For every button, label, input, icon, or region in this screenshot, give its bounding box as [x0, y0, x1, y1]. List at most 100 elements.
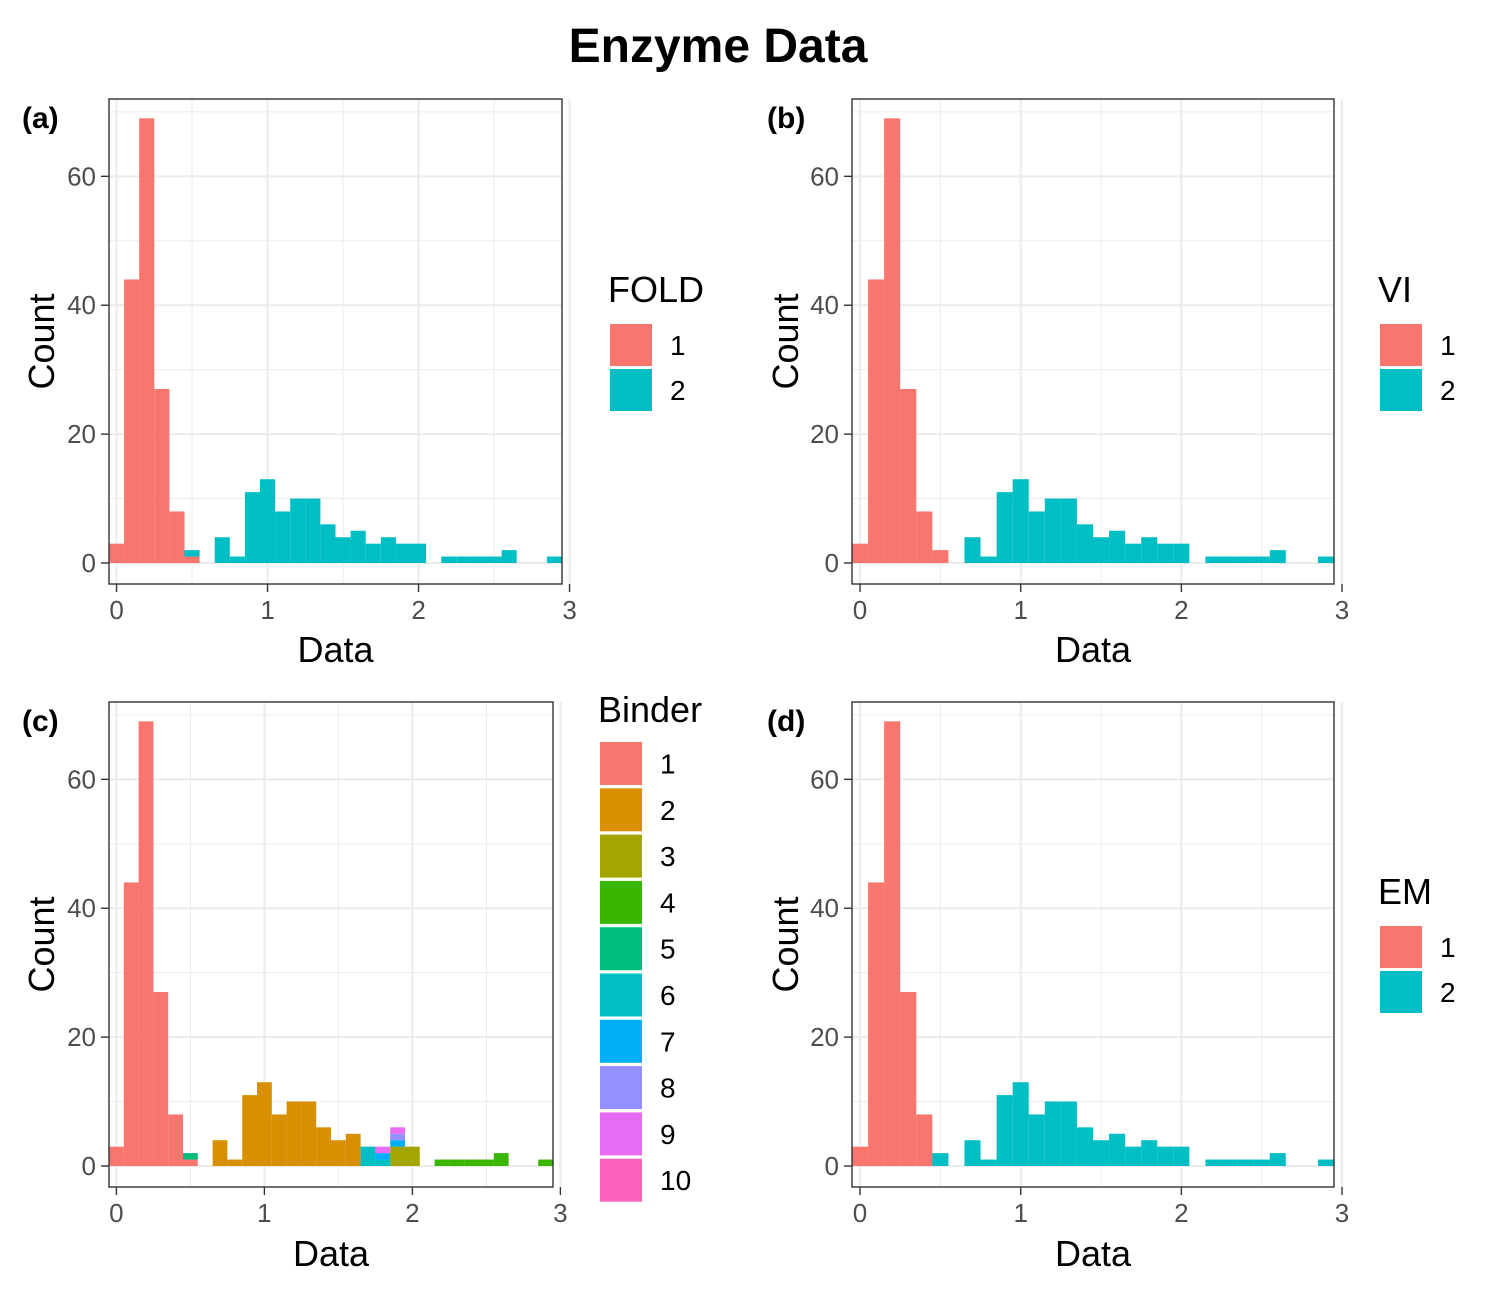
bar-series-2-bin-24: [1237, 1159, 1254, 1166]
x-tick-label: 1: [257, 1198, 271, 1228]
plot-background: [852, 99, 1334, 584]
y-tick-label: 40: [67, 893, 96, 923]
bar-series-1-bin-3: [153, 992, 169, 1166]
bar-series-2-bin-9: [996, 1095, 1013, 1166]
x-tick-label: 2: [411, 595, 425, 625]
bar-series-1-bin-2: [138, 721, 154, 1166]
bar-series-2-bin-20: [1173, 543, 1190, 563]
y-tick-label: 20: [810, 419, 839, 449]
legend-label-3: 3: [660, 841, 676, 872]
plot-background: [109, 702, 553, 1187]
x-axis-title: Data: [293, 1233, 370, 1274]
bar-series-2-bin-18: [380, 537, 396, 563]
y-tick-label: 60: [810, 161, 839, 191]
bar-series-2-bin-7: [214, 537, 230, 563]
bar-series-2-bin-12: [286, 1101, 302, 1166]
x-tick-label: 2: [1174, 595, 1188, 625]
x-axis-title: Data: [297, 629, 374, 670]
bar-series-1-bin-1: [123, 882, 139, 1166]
legend-key-5: [600, 927, 642, 971]
plot-border: [851, 98, 1335, 585]
panel-tag: (a): [22, 102, 59, 135]
y-tick-label: 20: [810, 1022, 839, 1052]
bar-series-7-bin-18: [375, 1153, 391, 1160]
legend-label-2: 2: [660, 795, 676, 826]
bar-series-2-bin-22: [1205, 1159, 1222, 1166]
bar-series-2-bin-10: [260, 479, 276, 563]
bar-series-1-bin-2: [884, 721, 901, 1166]
x-axis-title: Data: [1055, 629, 1132, 670]
plot-border: [851, 701, 1335, 1188]
bar-series-4-bin-24: [464, 1159, 479, 1166]
bar-series-6-bin-17: [360, 1146, 376, 1166]
y-tick-label: 60: [810, 764, 839, 794]
legend-key-1: [1380, 926, 1422, 968]
legend-key-8: [600, 1066, 642, 1110]
bar-series-2-bin-29: [546, 556, 562, 563]
bar-series-4-bin-26: [493, 1153, 509, 1166]
bar-series-2-bin-16: [1109, 1133, 1126, 1166]
plot-background: [109, 99, 562, 584]
bar-series-1-bin-5: [932, 550, 949, 563]
legend-label-1: 1: [1440, 932, 1456, 963]
x-tick-label: 3: [1335, 1198, 1349, 1228]
y-tick-label: 20: [67, 419, 96, 449]
bar-series-2-bin-20: [411, 543, 427, 563]
bar-series-1-bin-5: [184, 556, 200, 563]
bar-series-2-bin-29: [1317, 556, 1334, 563]
bar-series-2-bin-11: [1028, 1114, 1045, 1166]
bar-series-2-bin-24: [1237, 556, 1254, 563]
x-tick-label: 1: [260, 595, 274, 625]
bar-series-3-bin-19: [390, 1146, 405, 1166]
legend-title: FOLD: [608, 269, 704, 310]
legend-label-1: 1: [1440, 330, 1456, 361]
bar-series-2-bin-9: [242, 1095, 257, 1166]
legend-key-10: [600, 1158, 642, 1202]
legend-label-1: 1: [670, 330, 686, 361]
bar-series-2-bin-10: [1012, 1082, 1029, 1166]
bar-series-1-bin-0: [852, 543, 869, 563]
y-tick-label: 40: [810, 893, 839, 923]
bar-series-1-bin-1: [868, 882, 885, 1166]
bar-series-2-bin-15: [1093, 1140, 1110, 1166]
bar-series-2-bin-15: [335, 537, 351, 563]
x-tick-label: 1: [1013, 595, 1027, 625]
bar-series-1-bin-0: [109, 543, 125, 563]
bar-series-1-bin-1: [868, 279, 885, 563]
y-axis-title: Count: [21, 896, 62, 992]
bar-series-2-bin-23: [1221, 556, 1238, 563]
legend-key-1: [610, 324, 652, 366]
bar-series-2-bin-11: [271, 1114, 287, 1166]
figure-title: Enzyme Data: [569, 20, 868, 73]
legend: Binder 1 2 3 4 5 6 7 8 9 10: [598, 689, 702, 1202]
bar-series-2-bin-26: [501, 550, 517, 563]
bar-series-2-bin-19: [1157, 1146, 1174, 1166]
bar-series-1-bin-2: [884, 118, 901, 563]
x-tick-label: 2: [1174, 1198, 1188, 1228]
bar-series-2-bin-10: [1012, 479, 1029, 563]
bar-series-2-bin-12: [290, 498, 306, 563]
bar-series-1-bin-0: [852, 1146, 869, 1166]
panel-tag: (b): [767, 102, 805, 135]
bar-series-2-bin-25: [1253, 556, 1270, 563]
bar-series-2-bin-23: [1221, 1159, 1238, 1166]
panel-1: 0 20 40 60 0 1 2 3 Data Count (b) VI 1 2: [765, 98, 1456, 670]
bar-series-1-bin-3: [900, 992, 917, 1166]
legend-key-2: [600, 788, 642, 832]
bar-series-2-bin-7: [964, 1140, 981, 1166]
bar-series-2-bin-9: [244, 492, 260, 563]
bar-series-2-bin-10: [257, 1082, 272, 1166]
bar-series-4-bin-23: [449, 1159, 465, 1166]
bar-series-1-bin-0: [109, 1146, 124, 1166]
x-tick-label: 0: [853, 595, 867, 625]
legend-key-3: [600, 834, 642, 878]
legend-key-6: [600, 973, 642, 1017]
legend-label-2: 2: [1440, 977, 1456, 1008]
bar-series-2-bin-17: [365, 543, 381, 563]
bar-series-2-bin-17: [1125, 1146, 1142, 1166]
bar-series-2-bin-24: [471, 556, 487, 563]
y-tick-label: 60: [67, 764, 96, 794]
bar-series-1-bin-1: [124, 279, 140, 563]
y-tick-label: 40: [67, 290, 96, 320]
